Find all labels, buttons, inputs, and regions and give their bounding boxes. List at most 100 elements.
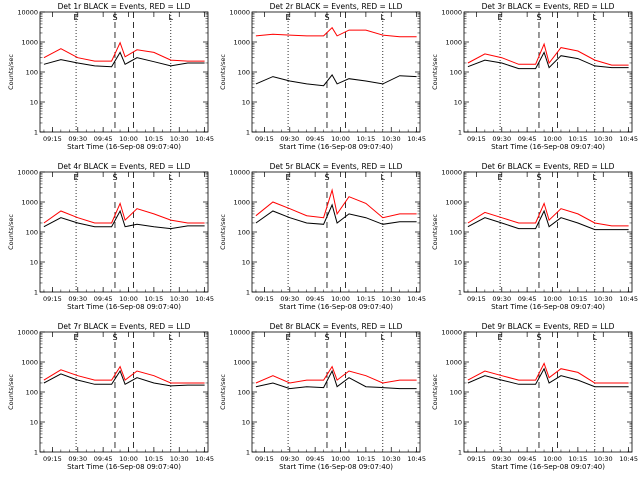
y-tick-label: 10000 <box>441 169 462 177</box>
marker-label-S: S <box>112 13 117 22</box>
x-tick-label: 10:45 <box>195 295 214 303</box>
y-tick-label: 10 <box>242 259 250 267</box>
series-line-lld <box>43 41 205 62</box>
y-tick-label: 1000 <box>233 199 250 207</box>
plot-frame <box>251 171 421 293</box>
series-line-events <box>43 209 205 230</box>
x-tick-label: 10:15 <box>569 135 588 143</box>
x-tick-label: 10:45 <box>407 135 426 143</box>
y-tick-label: 100 <box>238 389 250 397</box>
chart-panel-6: Det 6r BLACK = Events, RED = LLD 1 10 100 10… <box>431 162 638 311</box>
y-axis-label: Counts/sec <box>219 54 227 90</box>
x-tick-label: 09:45 <box>94 455 113 463</box>
y-axis-label: Counts/sec <box>7 54 15 90</box>
x-tick-label: 10:45 <box>619 295 638 303</box>
y-tick-label: 10000 <box>441 9 462 17</box>
chart-panel-7: Det 7r BLACK = Events, RED = LLD 1 10 100 10… <box>7 322 214 471</box>
x-axis-label: Start Time (16-Sep-08 09:07:40) <box>67 303 181 311</box>
series-line-lld <box>43 365 205 384</box>
chart-title: Det 3r BLACK = Events, RED = LLD <box>482 2 615 11</box>
y-tick-label: 1000 <box>233 359 250 367</box>
series-line-lld <box>467 42 629 66</box>
series-line-events <box>43 369 205 387</box>
marker-label-L: L <box>593 173 598 182</box>
y-tick-label: 1 <box>458 289 462 297</box>
series-line-lld <box>467 201 629 227</box>
x-tick-label: 10:30 <box>382 295 401 303</box>
x-tick-label: 10:45 <box>619 455 638 463</box>
chart-panel-8: Det 8r BLACK = Events, RED = LLD 1 10 100 10… <box>219 322 426 471</box>
x-tick-label: 10:45 <box>407 455 426 463</box>
marker-label-L: L <box>381 13 386 22</box>
plot-frame <box>463 11 633 133</box>
x-tick-label: 09:30 <box>68 455 87 463</box>
chart-panel-2: Det 2r BLACK = Events, RED = LLD 1 10 100 10… <box>219 2 426 151</box>
marker-label-E: E <box>498 333 503 342</box>
x-axis-label: Start Time (16-Sep-08 09:07:40) <box>67 463 181 471</box>
marker-label-S: S <box>324 333 329 342</box>
series-line-events <box>255 203 417 225</box>
marker-label-S: S <box>536 173 541 182</box>
y-axis-label: Counts/sec <box>7 214 15 250</box>
y-tick-label: 1000 <box>445 359 462 367</box>
x-tick-label: 10:45 <box>407 295 426 303</box>
marker-label-E: E <box>74 173 79 182</box>
y-tick-label: 10000 <box>229 329 250 337</box>
x-tick-label: 09:30 <box>280 455 299 463</box>
y-tick-label: 1000 <box>21 359 38 367</box>
x-tick-label: 10:15 <box>145 135 164 143</box>
y-axis-label: Counts/sec <box>431 54 439 90</box>
y-tick-label: 10 <box>30 99 38 107</box>
series-line-events <box>467 367 629 388</box>
x-tick-label: 10:00 <box>543 295 562 303</box>
chart-title: Det 9r BLACK = Events, RED = LLD <box>482 322 615 331</box>
x-tick-label: 09:45 <box>518 455 537 463</box>
x-tick-label: 10:30 <box>382 455 401 463</box>
x-tick-label: 09:15 <box>467 295 486 303</box>
y-tick-label: 10 <box>454 99 462 107</box>
x-tick-label: 09:30 <box>492 455 511 463</box>
marker-label-L: L <box>381 333 386 342</box>
x-tick-label: 10:30 <box>170 135 189 143</box>
y-tick-label: 1000 <box>233 39 250 47</box>
y-tick-label: 10 <box>242 419 250 427</box>
x-tick-label: 09:45 <box>306 295 325 303</box>
chart-title: Det 4r BLACK = Events, RED = LLD <box>58 162 191 171</box>
y-tick-label: 100 <box>238 69 250 77</box>
plot-frame <box>251 331 421 453</box>
y-tick-label: 1 <box>34 449 38 457</box>
chart-panel-4: Det 4r BLACK = Events, RED = LLD 1 10 100 10… <box>7 162 214 311</box>
x-tick-label: 09:45 <box>94 295 113 303</box>
series-line-events <box>467 51 629 70</box>
x-axis-label: Start Time (16-Sep-08 09:07:40) <box>491 143 605 151</box>
y-tick-label: 10 <box>30 259 38 267</box>
series-line-lld <box>255 26 417 38</box>
chart-panel-5: Det 5r BLACK = Events, RED = LLD 1 10 100 10… <box>219 162 426 311</box>
x-axis-label: Start Time (16-Sep-08 09:07:40) <box>491 463 605 471</box>
x-tick-label: 10:15 <box>357 455 376 463</box>
chart-panel-9: Det 9r BLACK = Events, RED = LLD 1 10 100 10… <box>431 322 638 471</box>
chart-title: Det 7r BLACK = Events, RED = LLD <box>58 322 191 331</box>
x-tick-label: 09:15 <box>467 135 486 143</box>
marker-label-S: S <box>112 333 117 342</box>
x-tick-label: 09:15 <box>43 135 62 143</box>
chart-title: Det 8r BLACK = Events, RED = LLD <box>270 322 403 331</box>
series-line-events <box>255 369 417 390</box>
x-tick-label: 09:45 <box>306 135 325 143</box>
plot-frame <box>39 11 209 133</box>
y-tick-label: 1000 <box>21 199 38 207</box>
x-axis-label: Start Time (16-Sep-08 09:07:40) <box>279 463 393 471</box>
x-tick-label: 09:15 <box>43 455 62 463</box>
marker-label-S: S <box>536 13 541 22</box>
x-tick-label: 09:15 <box>467 455 486 463</box>
y-tick-label: 10000 <box>441 329 462 337</box>
y-tick-label: 1000 <box>445 199 462 207</box>
marker-label-E: E <box>286 13 291 22</box>
plot-frame <box>463 331 633 453</box>
x-tick-label: 10:15 <box>357 135 376 143</box>
x-tick-label: 10:30 <box>382 135 401 143</box>
y-tick-label: 10000 <box>229 9 250 17</box>
y-tick-label: 1 <box>246 449 250 457</box>
x-tick-label: 10:00 <box>119 295 138 303</box>
